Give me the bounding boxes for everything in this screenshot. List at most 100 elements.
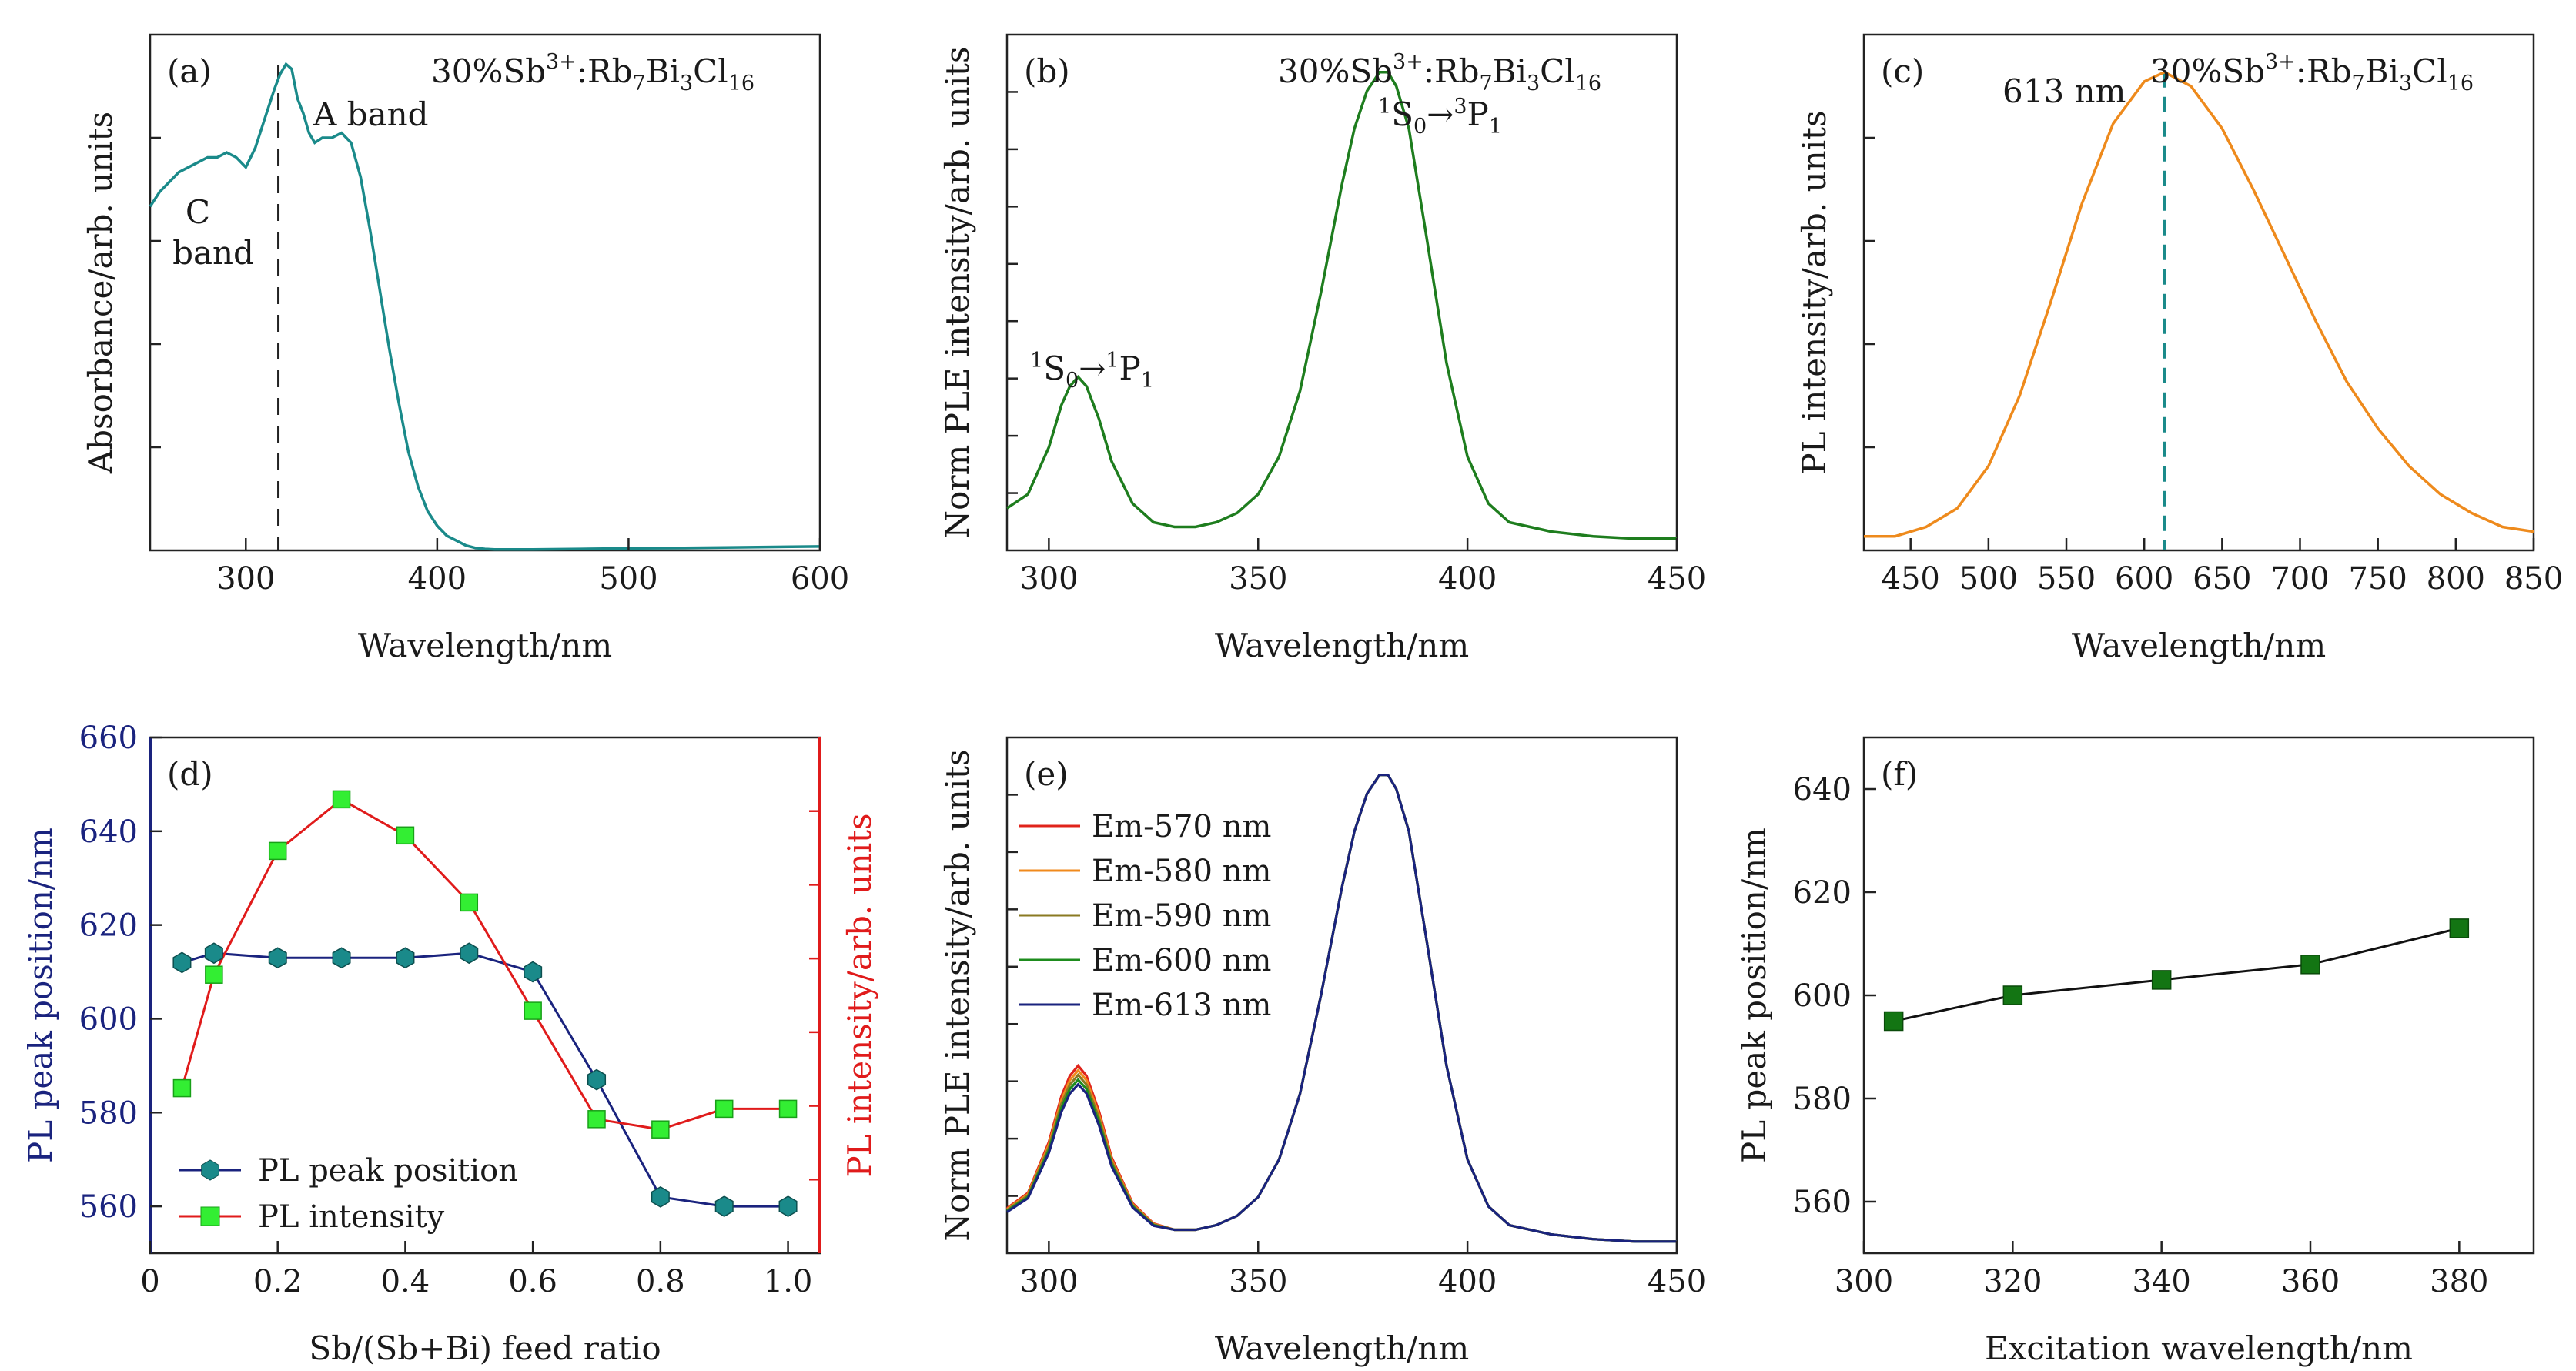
panel-b-compound: 30%Sb3+:Rb7Bi3Cl16 [1278,50,1601,95]
panel-b-transition-1p1: 1S0→1P1 [1030,349,1154,393]
x-tick-label: 0.8 [636,1264,685,1299]
peak-position-marker [172,951,192,974]
panel-b-frame [1005,33,1678,552]
panel-c-compound: 30%Sb3+:Rb7Bi3Cl16 [2150,50,2474,95]
panel-b-label: (b) [1024,52,1070,90]
x-tick-label: 400 [408,561,467,597]
panel-a-y-axis-label: Absorbance/arb. units [82,112,119,474]
x-tick-label: 450 [1648,561,1706,597]
peak-position-marker [2151,970,2172,990]
y-tick-label: 660 [79,721,138,756]
peak-position-marker [2002,985,2023,1005]
panel-c-y-axis-label: PL intensity/arb. units [1795,110,1833,474]
panel-f: 300 320 340 360 380 560 580 600 620 640 (f) Exci… [1735,736,2535,1367]
panel-d-y-axis-label-left: PL peak position/nm [22,828,59,1163]
panel-c: 450 500 550 600 650 700 750 800 850 (c) 30%Sb3+:… [1795,33,2563,664]
panel-f-line [1893,927,2460,1022]
panel-c-x-axis-label: Wavelength/nm [2072,627,2326,664]
intensity-marker [651,1120,670,1139]
x-tick-label: 450 [1882,561,1940,597]
panel-d-legend-marker-intensity [200,1206,220,1226]
x-tick-label: 320 [1983,1264,2042,1299]
x-tick-label: 550 [2037,561,2096,597]
peak-position-marker [1883,1011,1904,1032]
panel-e-legend-label-580: Em-580 nm [1092,854,1271,889]
panel-b-transition-3p1: 1S0→3P1 [1378,95,1502,139]
x-tick-label: 600 [791,561,849,597]
panel-a-absorbance-curve [149,62,821,551]
panel-b-x-axis-label: Wavelength/nm [1215,627,1469,664]
ple-curve-610 [1006,774,1677,1243]
peak-position-marker [396,947,415,969]
panel-c-frame [1862,33,2535,552]
x-tick-label: 0.6 [508,1264,557,1299]
panel-e-x-axis-label: Wavelength/nm [1215,1329,1469,1367]
panel-a-c-band-label-1: C [186,193,210,231]
x-tick-label: 300 [216,561,275,597]
panel-e-frame [1005,736,1678,1255]
intensity-marker [268,841,287,861]
y-tick-label: 600 [1793,978,1852,1014]
x-tick-label: 380 [2430,1264,2488,1299]
panel-f-x-axis-label: Excitation wavelength/nm [1985,1329,2413,1367]
panel-b-ple-curve [1006,70,1677,540]
x-tick-label: 0.2 [253,1264,303,1299]
peak-position-marker [204,942,223,965]
panel-e-label: (e) [1024,755,1069,793]
peak-position-marker [2300,955,2320,975]
intensity-marker [587,1110,606,1129]
panel-e-legend-label-590: Em-590 nm [1092,898,1271,934]
y-tick-label: 620 [1793,875,1852,911]
x-tick-label: 400 [1438,1264,1497,1299]
x-tick-label: 500 [599,561,657,597]
panel-d-label: (d) [167,755,213,793]
panel-a-frame [149,33,821,552]
x-tick-label: 360 [2281,1264,2340,1299]
x-tick-label: 300 [1019,561,1078,597]
panel-e-legend-label-613: Em-613 nm [1092,988,1271,1023]
panel-e-y-axis-label: Norm PLE intensity/arb. units [938,749,976,1241]
peak-position-marker [587,1068,607,1091]
x-tick-label: 350 [1229,1264,1287,1299]
x-tick-label: 300 [1835,1264,1893,1299]
intensity-marker [205,965,223,984]
panel-a-label: (a) [167,52,212,90]
panel-d-legend-label-peak: PL peak position [258,1153,518,1189]
y-tick-label: 620 [79,908,138,944]
panel-d-legend: PL peak position PL intensity [179,1153,518,1235]
y-tick-label: 640 [1793,772,1852,808]
panel-e-legend-label-570: Em-570 nm [1092,809,1271,844]
x-tick-label: 400 [1438,561,1497,597]
panel-c-label: (c) [1881,52,1924,90]
y-tick-label: 560 [79,1189,138,1225]
panel-a-c-band-label-2: band [172,234,254,272]
x-tick-label: 700 [2270,561,2329,597]
panel-e-legend-label-600: Em-600 nm [1092,943,1271,978]
peak-position-marker [778,1195,798,1217]
intensity-marker [332,790,351,809]
x-tick-label: 450 [1648,1264,1706,1299]
panel-d-y-axis-label-right: PL intensity/arb. units [841,813,878,1177]
x-tick-label: 350 [1229,561,1287,597]
intensity-marker [396,826,415,845]
x-tick-label: 500 [1959,561,2018,597]
panel-f-y-axis-label: PL peak position/nm [1735,828,1773,1163]
panel-d-legend-label-intensity: PL intensity [258,1199,445,1235]
peak-position-marker [714,1195,734,1217]
peak-position-marker [524,961,543,983]
panel-a: 300 400 500 600 (a) 30%Sb3+:Rb7Bi3Cl16 A ba… [82,33,849,664]
panel-f-frame [1862,736,2535,1255]
panel-d-legend-marker-peak [201,1159,219,1181]
intensity-marker [524,1001,542,1020]
peak-position-marker [268,947,287,969]
y-tick-label: 640 [79,814,138,850]
panel-c-pl-curve [1864,70,2534,538]
panel-a-x-axis-label: Wavelength/nm [358,627,612,664]
x-tick-label: 600 [2115,561,2173,597]
intensity-marker [778,1099,798,1119]
panel-b-y-axis-label: Norm PLE intensity/arb. units [938,46,976,538]
x-tick-label: 850 [2504,561,2563,597]
x-tick-label: 800 [2427,561,2485,597]
panel-f-label: (f) [1881,755,1918,793]
